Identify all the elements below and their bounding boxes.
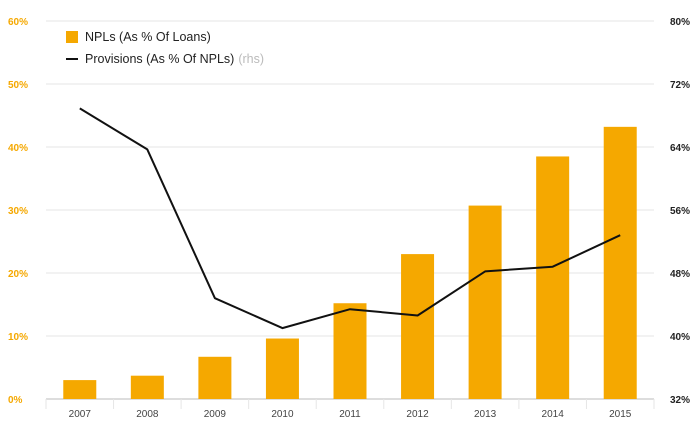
gridlines (45, 20, 655, 409)
line-provisions (79, 107, 621, 330)
y-right-tick-label: 40% (670, 332, 690, 343)
bar-npls (603, 126, 637, 399)
legend-swatch-line (66, 58, 78, 60)
x-tick-label: 2010 (271, 409, 294, 420)
y-right-tick-label: 80% (670, 17, 690, 28)
y-left-tick-label: 50% (8, 80, 28, 91)
y-right-tick-label: 32% (670, 395, 690, 406)
x-tick-label: 2009 (204, 409, 227, 420)
x-tick-label: 2014 (542, 409, 565, 420)
legend-note-rhs: (rhs) (238, 52, 265, 66)
line-series-provisions (79, 107, 621, 330)
y-left-tick-label: 0% (8, 395, 23, 406)
bar-npls (536, 156, 570, 399)
bar-npls (198, 356, 232, 399)
legend-item-npls: NPLs (As % Of Loans) (66, 27, 264, 47)
bar-npls (468, 205, 502, 399)
legend: NPLs (As % Of Loans) Provisions (As % Of… (66, 27, 264, 71)
x-tick-label: 2013 (474, 409, 497, 420)
y-right-tick-label: 56% (670, 206, 690, 217)
x-tick-label: 2007 (69, 409, 92, 420)
y-left-tick-label: 40% (8, 143, 28, 154)
bar-npls (265, 338, 299, 399)
x-tick-label: 2015 (609, 409, 632, 420)
legend-label-npls: NPLs (As % Of Loans) (85, 30, 211, 44)
y-right-tick-label: 64% (670, 143, 690, 154)
bar-npls (130, 375, 164, 399)
bar-npls (401, 254, 435, 399)
y-left-tick-label: 60% (8, 17, 28, 28)
x-tick-label: 2012 (406, 409, 429, 420)
bar-series-npls (63, 126, 637, 399)
legend-swatch-bar (66, 31, 78, 43)
y-right-tick-label: 48% (670, 269, 690, 280)
axes: 0% 32% 10% 40% 20% 48% 30% 56% 40% 64% 50% 72% 60% 80… (8, 17, 690, 420)
legend-label-provisions: Provisions (As % Of NPLs) (85, 52, 235, 66)
x-tick-label: 2008 (136, 409, 159, 420)
y-left-tick-label: 30% (8, 206, 28, 217)
y-left-tick-label: 10% (8, 332, 28, 343)
legend-item-provisions: Provisions (As % Of NPLs) (rhs) (66, 49, 264, 69)
x-tick-label: 2011 (339, 409, 361, 420)
bar-npls (63, 380, 97, 399)
y-left-tick-label: 20% (8, 269, 28, 280)
bar-npls (333, 303, 367, 399)
y-right-tick-label: 72% (670, 80, 690, 91)
